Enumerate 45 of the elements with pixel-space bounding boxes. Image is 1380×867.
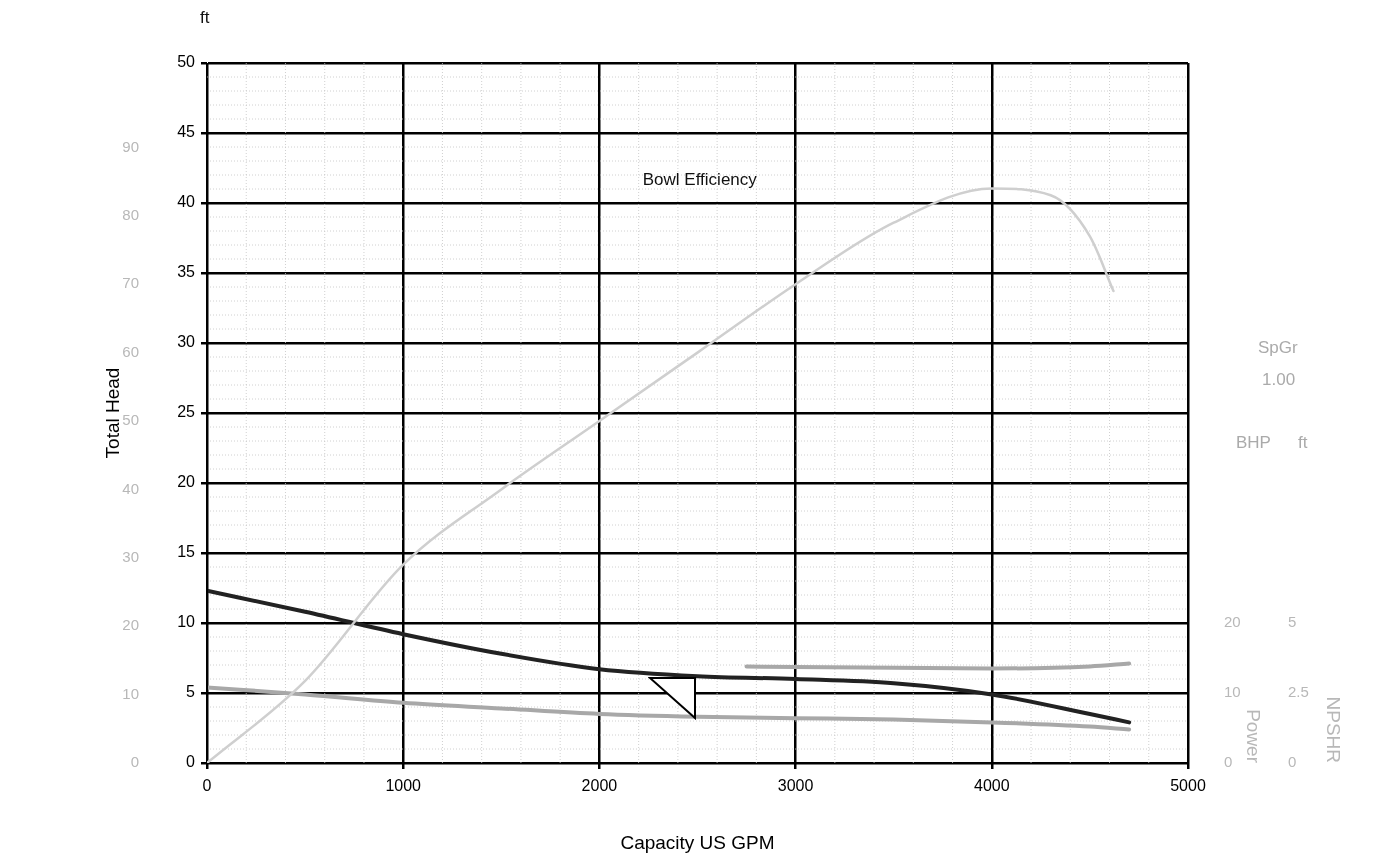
- y-tick-label: 0: [130, 753, 139, 771]
- x-tick-label: 4000: [974, 777, 1010, 795]
- y-tick-label: 15: [177, 543, 196, 561]
- y-tick-label: 10: [122, 684, 139, 702]
- y2-tick-label: 10: [1224, 683, 1241, 701]
- y2-axis-title: Power: [1243, 709, 1265, 764]
- y-tick-label: 90: [122, 137, 139, 155]
- text: 1.00: [1262, 370, 1296, 390]
- text: ft: [200, 8, 210, 28]
- y-tick-label: 40: [177, 193, 196, 211]
- y-tick-label: 50: [177, 53, 196, 71]
- y2-tick-label: 20: [1224, 613, 1241, 631]
- y-tick-label: 30: [177, 333, 196, 351]
- y-tick-label: 50: [122, 411, 139, 429]
- text: SpGr: [1258, 338, 1298, 358]
- text: ft: [1298, 433, 1308, 453]
- y-tick-label: 20: [122, 616, 139, 634]
- x-tick-label: 1000: [385, 777, 422, 795]
- y-tick-label: 30: [122, 547, 139, 565]
- y-tick-label: 10: [177, 613, 196, 631]
- x-tick-label: 2000: [581, 777, 618, 795]
- y3-tick-label: 2.5: [1288, 683, 1309, 701]
- text: BHP: [1236, 433, 1271, 453]
- y-tick-label: 70: [122, 274, 139, 292]
- x-tick-label: 5000: [1170, 777, 1206, 795]
- y-tick-label: 35: [177, 263, 196, 281]
- y3-tick-label: 0: [1288, 753, 1297, 771]
- y-tick-label: 60: [122, 342, 139, 360]
- y3-tick-label: 5: [1288, 613, 1297, 631]
- line-series: [207, 588, 1132, 725]
- y-tick-label: 5: [186, 683, 196, 701]
- line-series: [207, 685, 1132, 732]
- y-tick-label: 0: [186, 753, 196, 771]
- y-tick-label: 40: [122, 479, 139, 497]
- y-tick-label: 80: [122, 205, 139, 223]
- y-tick-label: 45: [177, 123, 196, 141]
- y-axis-title: Total Head: [101, 367, 123, 459]
- y-tick-label: 20: [177, 473, 196, 491]
- y3-axis-title: NPSHR: [1323, 696, 1345, 763]
- y-tick-label: 25: [177, 403, 196, 421]
- x-tick-label: 0: [202, 777, 212, 795]
- x-tick-label: 3000: [777, 777, 814, 795]
- y2-tick-label: 0: [1224, 753, 1233, 771]
- x-axis-title: Capacity US GPM: [620, 831, 775, 853]
- text: Bowl Efficiency: [642, 170, 758, 190]
